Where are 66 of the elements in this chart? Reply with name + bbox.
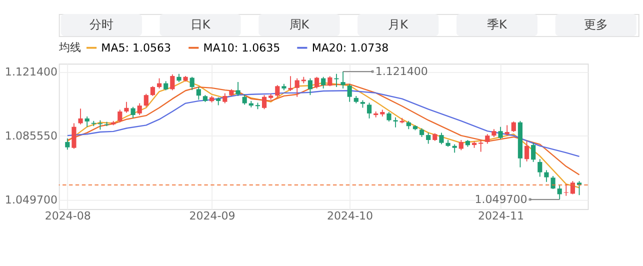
candlestick bbox=[498, 126, 503, 140]
candlestick bbox=[321, 76, 326, 89]
candlestick bbox=[196, 86, 201, 100]
candlestick bbox=[150, 86, 156, 96]
candlestick bbox=[511, 121, 516, 132]
text: 周K bbox=[289, 18, 310, 32]
candlestick bbox=[242, 94, 247, 106]
candlestick bbox=[78, 108, 83, 125]
text: 季K bbox=[487, 18, 508, 32]
legend-label: MA20: 1.0738 bbox=[312, 42, 389, 54]
text: 更多 bbox=[584, 18, 608, 32]
candlestick bbox=[294, 78, 300, 98]
candlestick bbox=[190, 76, 194, 91]
candlestick bbox=[524, 140, 530, 162]
candlestick bbox=[288, 76, 293, 92]
y-tick-label: 1.085550 bbox=[4, 130, 58, 143]
x-tick-label: 2024-09 bbox=[189, 210, 236, 223]
candlestick bbox=[328, 76, 332, 87]
candlestick bbox=[130, 106, 136, 118]
candlestick bbox=[124, 101, 129, 114]
candlestick bbox=[262, 94, 267, 110]
legend-title: 均线 bbox=[58, 40, 81, 54]
candlestick bbox=[314, 76, 320, 89]
candlestick bbox=[557, 185, 562, 200]
candlestick bbox=[65, 138, 70, 150]
candlestick bbox=[222, 92, 228, 104]
candlestick bbox=[485, 134, 490, 144]
candlestick bbox=[393, 116, 398, 128]
candlestick bbox=[236, 82, 240, 96]
candlestick bbox=[550, 176, 556, 190]
candlestick bbox=[386, 112, 392, 122]
legend-label: MA10: 1.0635 bbox=[203, 42, 280, 54]
text: 月K bbox=[388, 18, 410, 32]
annotation: 1.049700 bbox=[474, 193, 528, 206]
candlestick bbox=[118, 109, 122, 123]
candlestick bbox=[308, 78, 313, 96]
legend-label: MA5: 1.0563 bbox=[101, 42, 171, 54]
candlestick bbox=[478, 140, 484, 152]
x-tick-label: 2024-10 bbox=[327, 210, 374, 223]
candlestick bbox=[426, 132, 431, 144]
candlestick bbox=[347, 84, 352, 102]
annotation: 1.121400 bbox=[375, 65, 428, 78]
candlestick bbox=[570, 180, 576, 195]
candlestick bbox=[170, 74, 175, 91]
candlestick bbox=[564, 184, 568, 196]
candlestick bbox=[156, 78, 162, 89]
text: 分时 bbox=[89, 18, 114, 32]
candlestick bbox=[275, 84, 280, 98]
candlestick bbox=[144, 93, 148, 108]
candlestick bbox=[340, 71, 346, 89]
candlestick bbox=[164, 80, 168, 91]
text: 日K bbox=[190, 18, 212, 32]
candlestick bbox=[439, 132, 444, 145]
candlestick bbox=[504, 124, 510, 136]
candlestick bbox=[538, 158, 542, 178]
candlestick bbox=[84, 116, 90, 128]
candlestick bbox=[531, 142, 536, 162]
candlestick bbox=[544, 170, 549, 182]
y-tick-label: 1.049700 bbox=[4, 194, 58, 207]
y-tick-label: 1.121400 bbox=[4, 66, 58, 79]
candlestick bbox=[366, 102, 372, 119]
candlestick bbox=[137, 102, 142, 116]
candlestick bbox=[458, 140, 464, 151]
x-tick-label: 2024-11 bbox=[478, 210, 524, 223]
candlestick bbox=[72, 122, 76, 150]
x-tick-label: 2024-08 bbox=[44, 210, 91, 223]
